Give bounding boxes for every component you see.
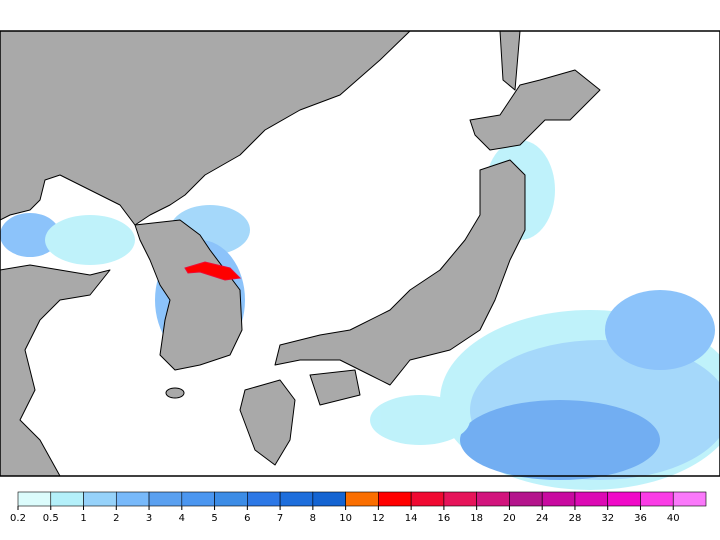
colorbar-label: 5 <box>211 513 217 524</box>
colorbar-swatch <box>279 491 314 507</box>
heavy-rain-band <box>184 261 242 281</box>
colorbar-label: 28 <box>569 513 582 524</box>
colorbar-label: 16 <box>438 513 451 524</box>
colorbar-swatch <box>640 491 674 507</box>
colorbar-label: 7 <box>277 513 283 524</box>
colorbar-swatch <box>345 491 379 507</box>
map-frame <box>0 30 720 477</box>
colorbar-label: 40 <box>667 513 680 524</box>
colorbar-label: 20 <box>503 513 516 524</box>
colorbar-label: 6 <box>244 513 250 524</box>
colorbar-swatch <box>410 491 445 507</box>
colorbar-label: 12 <box>372 513 385 524</box>
colorbar-label: 2 <box>113 513 119 524</box>
colorbar-swatch <box>148 491 183 507</box>
colorbar-swatch <box>50 491 84 507</box>
colorbar-swatch <box>181 491 215 507</box>
colorbar-swatch <box>607 491 641 507</box>
colorbar-label: 32 <box>601 513 614 524</box>
colorbar-label: 14 <box>405 513 418 524</box>
colorbar-swatch <box>83 491 117 507</box>
colorbar-swatch <box>672 491 707 507</box>
colorbar-swatch <box>541 491 576 507</box>
colorbar-swatch <box>115 491 150 507</box>
colorbar-label: 4 <box>179 513 185 524</box>
colorbar-label: 3 <box>146 513 152 524</box>
colorbar-swatch <box>247 491 281 507</box>
colorbar-label: 0.2 <box>10 513 26 524</box>
colorbar-label: 24 <box>536 513 549 524</box>
colorbar-label: 1 <box>80 513 86 524</box>
colorbar-swatch <box>17 491 52 507</box>
colorbar-label: 8 <box>310 513 316 524</box>
colorbar-swatch <box>443 491 477 507</box>
colorbar-swatch <box>476 491 510 507</box>
land <box>0 30 601 477</box>
colorbar-swatch <box>378 491 412 507</box>
colorbar-swatch <box>312 491 346 507</box>
colorbar: 0.2 0.5 1 2 3 4 5 6 7 8 10 12 14 16 18 20 24 28 32 36 40 <box>10 491 707 524</box>
colorbar-swatch <box>574 491 609 507</box>
colorbar-label: 18 <box>470 513 483 524</box>
colorbar-swatch <box>214 491 248 507</box>
colorbar-label: 0.5 <box>43 513 59 524</box>
colorbar-swatch <box>509 491 543 507</box>
colorbar-label: 10 <box>339 513 352 524</box>
colorbar-label: 36 <box>634 513 647 524</box>
